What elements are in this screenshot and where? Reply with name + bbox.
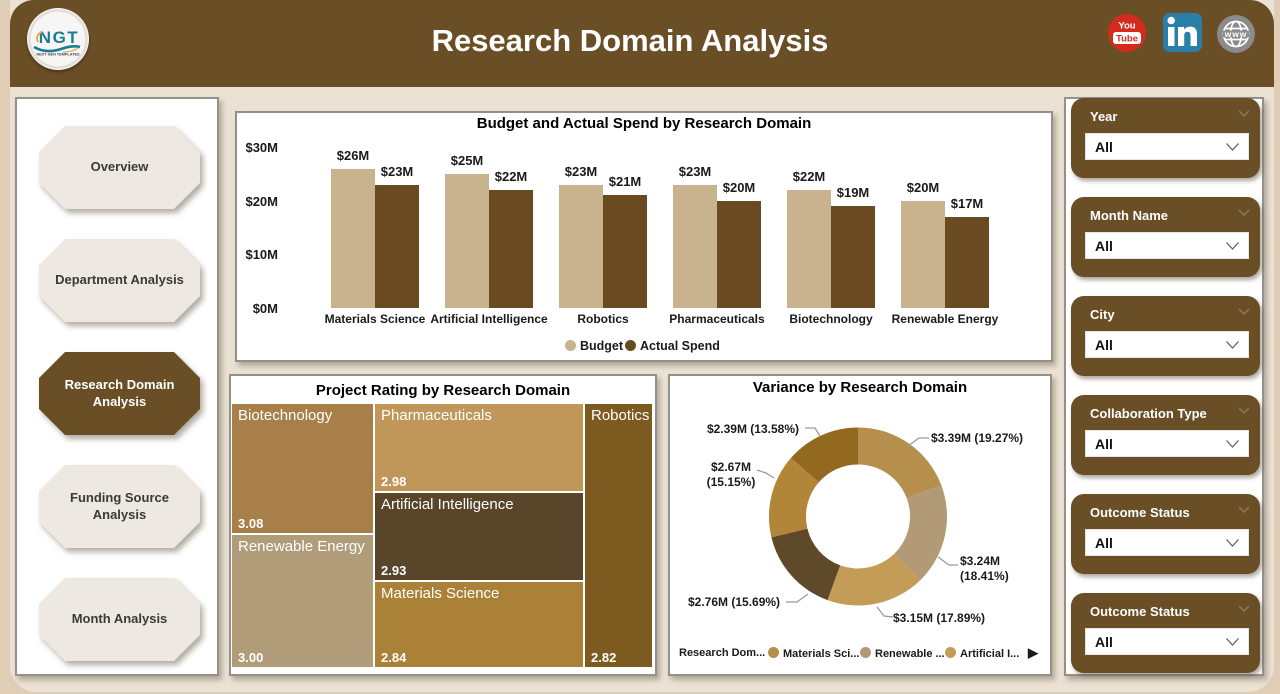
svg-text:NGT: NGT <box>39 28 79 47</box>
svg-text:www: www <box>1224 29 1248 39</box>
svg-text:Tube: Tube <box>1116 34 1138 45</box>
svg-text:NEXT GEN TEMPLATES: NEXT GEN TEMPLATES <box>36 53 80 57</box>
svg-text:You: You <box>1118 21 1135 32</box>
